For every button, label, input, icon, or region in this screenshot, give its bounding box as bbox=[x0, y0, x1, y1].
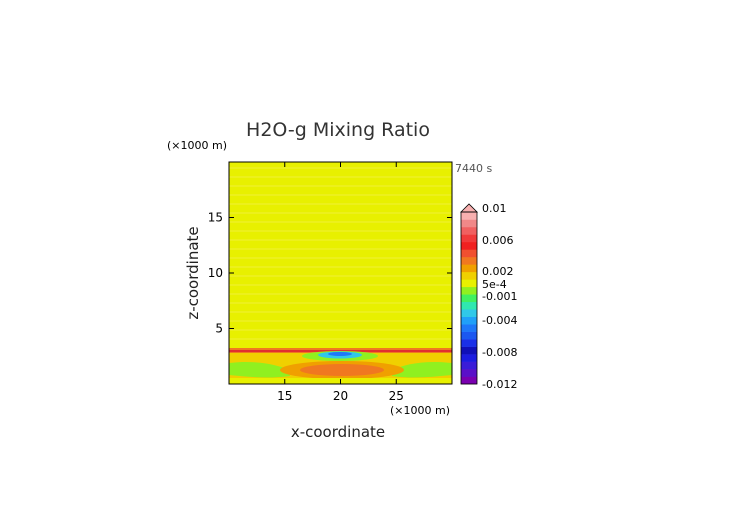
region-orange-inner bbox=[300, 364, 384, 376]
contour-field bbox=[229, 162, 452, 384]
time-label: 7440 s bbox=[455, 162, 492, 175]
colorbar-swatch bbox=[461, 286, 477, 295]
y-tick-label: 10 bbox=[208, 266, 223, 280]
x-axis: 15 20 25 bbox=[277, 162, 404, 403]
y-tick-label: 15 bbox=[208, 211, 223, 225]
colorbar-swatch bbox=[461, 339, 477, 347]
colorbar-extend-arrow bbox=[460, 203, 478, 213]
y-axis-label: z-coordinate bbox=[184, 226, 202, 319]
colorbar-tick-label: -0.001 bbox=[482, 290, 517, 303]
region-green-left bbox=[229, 361, 290, 378]
colorbar-swatch bbox=[461, 264, 477, 273]
region-blue-center bbox=[328, 352, 352, 356]
x-axis-label: x-coordinate bbox=[291, 423, 385, 441]
colorbar-swatch bbox=[461, 361, 477, 370]
colorbar-swatch bbox=[461, 301, 477, 310]
x-tick-label: 20 bbox=[333, 389, 348, 403]
x-unit-label: (×1000 m) bbox=[390, 404, 450, 417]
colorbar bbox=[460, 203, 478, 385]
colorbar-swatch bbox=[461, 294, 477, 303]
colorbar-swatch bbox=[461, 324, 477, 332]
colorbar-tick-label: -0.008 bbox=[482, 346, 517, 359]
colorbar-swatch bbox=[461, 279, 477, 288]
colorbar-swatch bbox=[461, 249, 477, 258]
band-red bbox=[229, 350, 452, 352]
colorbar-swatch bbox=[461, 241, 477, 250]
colorbar-tick-label: -0.012 bbox=[482, 378, 517, 391]
chart-title: H2O-g Mixing Ratio bbox=[246, 119, 430, 141]
colorbar-tick-label: 0.006 bbox=[482, 234, 514, 247]
x-tick-label: 25 bbox=[389, 389, 404, 403]
colorbar-frame bbox=[460, 211, 478, 385]
colorbar-tick-label: 5e-4 bbox=[482, 278, 507, 291]
region-green-right bbox=[392, 361, 452, 378]
colorbar-tick-label: -0.004 bbox=[482, 314, 517, 327]
y-axis: 5 10 15 bbox=[208, 211, 452, 336]
colorbar-swatch bbox=[461, 369, 477, 377]
colorbar-swatch bbox=[461, 376, 477, 385]
colorbar-swatch bbox=[461, 316, 477, 325]
colorbar-swatch bbox=[461, 212, 477, 220]
colorbar-swatch bbox=[461, 256, 477, 265]
colorbar-swatch bbox=[461, 331, 477, 340]
colorbar-swatch bbox=[461, 354, 477, 362]
colorbar-tick-label: 0.01 bbox=[482, 202, 507, 215]
colorbar-swatch bbox=[461, 309, 477, 317]
colorbar-swatch bbox=[461, 226, 477, 235]
y-unit-label: (×1000 m) bbox=[167, 139, 227, 152]
y-tick-label: 5 bbox=[215, 322, 223, 336]
colorbar-swatch bbox=[461, 219, 477, 228]
colorbar-swatch bbox=[461, 271, 477, 280]
colorbar-tick-label: 0.002 bbox=[482, 265, 514, 278]
colorbar-swatch bbox=[461, 346, 477, 355]
background-field bbox=[229, 162, 452, 384]
colorbar-swatch bbox=[461, 234, 477, 243]
x-tick-label: 15 bbox=[277, 389, 292, 403]
